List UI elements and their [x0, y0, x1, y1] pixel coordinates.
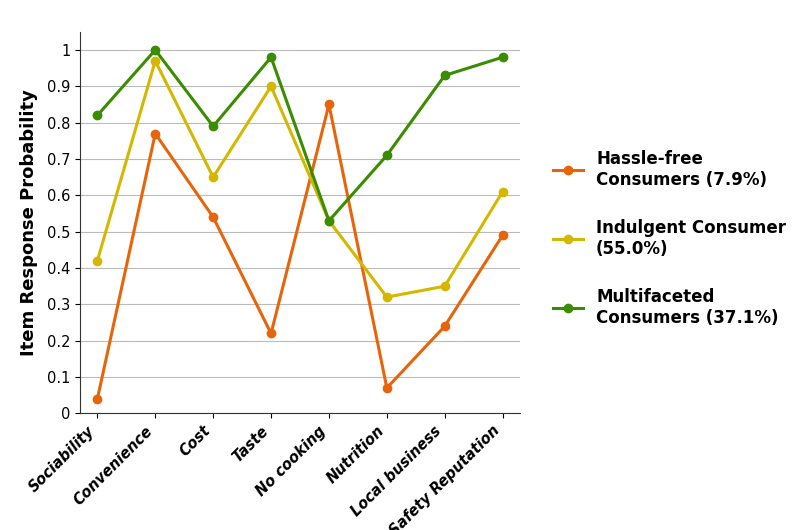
Multifaceted
Consumers (37.1%) [208, 123, 218, 129]
Multifaceted
Consumers (37.1%) [498, 54, 507, 60]
Indulgent Consumer
(55.0%) [150, 58, 160, 64]
Hassle-free
Consumers (7.9%) [324, 101, 334, 108]
Hassle-free
Consumers (7.9%) [440, 323, 450, 329]
Hassle-free
Consumers (7.9%) [208, 214, 218, 220]
Line: Multifaceted
Consumers (37.1%): Multifaceted Consumers (37.1%) [94, 46, 506, 225]
Indulgent Consumer
(55.0%) [498, 189, 507, 195]
Multifaceted
Consumers (37.1%) [266, 54, 276, 60]
Line: Indulgent Consumer
(55.0%): Indulgent Consumer (55.0%) [94, 57, 506, 301]
Indulgent Consumer
(55.0%) [382, 294, 392, 301]
Hassle-free
Consumers (7.9%) [498, 232, 507, 238]
Y-axis label: Item Response Probability: Item Response Probability [21, 89, 38, 356]
Multifaceted
Consumers (37.1%) [150, 47, 160, 53]
Hassle-free
Consumers (7.9%) [266, 330, 276, 337]
Indulgent Consumer
(55.0%) [266, 83, 276, 90]
Multifaceted
Consumers (37.1%) [324, 218, 334, 224]
Multifaceted
Consumers (37.1%) [382, 152, 392, 158]
Line: Hassle-free
Consumers (7.9%): Hassle-free Consumers (7.9%) [94, 100, 506, 403]
Multifaceted
Consumers (37.1%) [93, 112, 102, 119]
Indulgent Consumer
(55.0%) [93, 258, 102, 264]
Hassle-free
Consumers (7.9%) [150, 130, 160, 137]
Legend: Hassle-free
Consumers (7.9%), Indulgent Consumer
(55.0%), Multifaceted
Consumers: Hassle-free Consumers (7.9%), Indulgent … [544, 142, 794, 335]
Indulgent Consumer
(55.0%) [324, 218, 334, 224]
Hassle-free
Consumers (7.9%) [93, 396, 102, 402]
Hassle-free
Consumers (7.9%) [382, 385, 392, 391]
Multifaceted
Consumers (37.1%) [440, 72, 450, 78]
Indulgent Consumer
(55.0%) [208, 174, 218, 180]
Indulgent Consumer
(55.0%) [440, 283, 450, 289]
